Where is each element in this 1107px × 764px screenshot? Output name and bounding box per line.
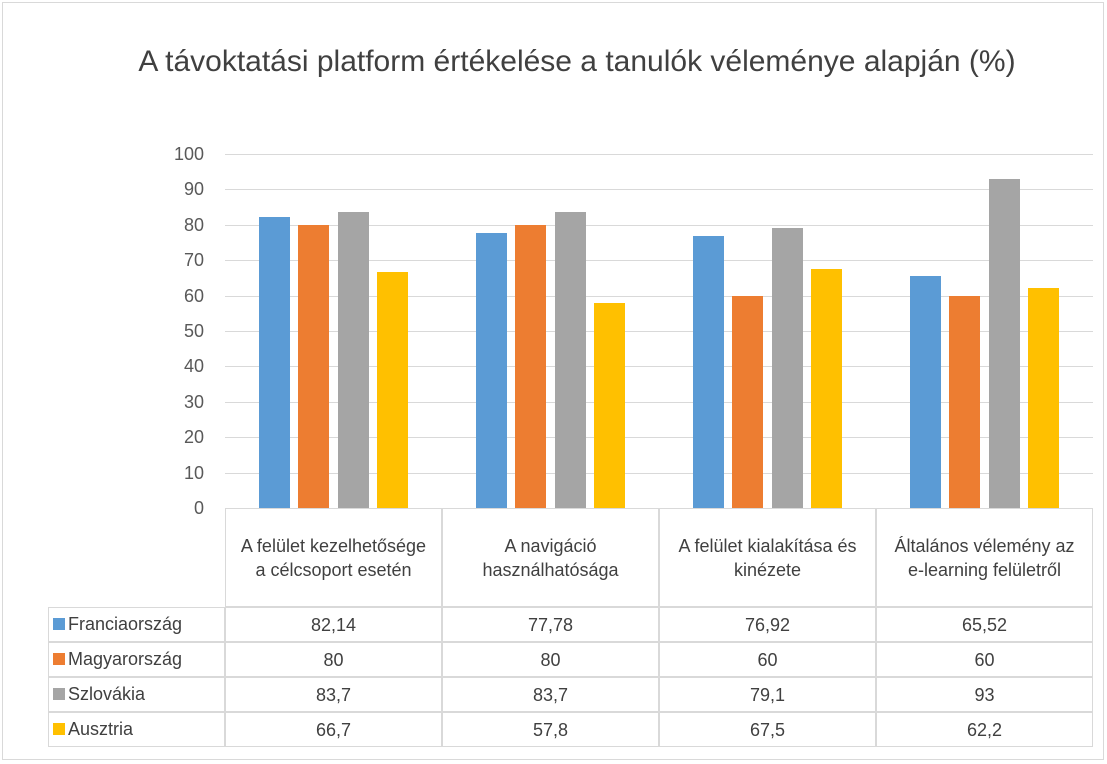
table-cell: 57,8 (442, 712, 659, 747)
table-cell: 67,5 (659, 712, 876, 747)
table-cell: 83,7 (225, 677, 442, 712)
y-tick-label: 30 (183, 391, 204, 412)
bar (594, 303, 626, 508)
table-cell: 79,1 (659, 677, 876, 712)
legend-swatch (53, 653, 65, 665)
bar (298, 224, 330, 508)
table-cell: 76,92 (659, 607, 876, 642)
y-tick-label: 10 (183, 462, 204, 483)
legend-cell (48, 677, 225, 712)
table-cell: 62,2 (876, 712, 1093, 747)
grid-line (225, 331, 1093, 332)
legend-swatch (53, 723, 65, 735)
table-cell: 80 (442, 642, 659, 677)
bar (692, 235, 724, 508)
grid-line (225, 154, 1093, 155)
x-tick-label: A navigáció használhatósága (442, 508, 659, 607)
bar (909, 276, 941, 508)
grid-line (225, 401, 1093, 403)
bar (554, 211, 586, 508)
table-cell: 80 (225, 642, 442, 677)
y-tick-label: 50 (183, 321, 204, 341)
bar (377, 271, 409, 508)
legend-label: Szlovákia (68, 684, 146, 704)
bar (811, 269, 843, 508)
grid-line (225, 224, 1093, 226)
grid-line (225, 437, 1093, 439)
bar (732, 295, 764, 508)
bar (475, 232, 507, 508)
y-tick-label: 100 (173, 144, 204, 164)
x-tick-label: A felület kezelhetősége a célcsoport ese… (225, 508, 442, 607)
y-tick-label: 90 (183, 179, 204, 200)
y-tick-label: 20 (183, 427, 204, 448)
legend-cell (48, 642, 225, 677)
legend-cell (48, 607, 225, 642)
grid-line (225, 366, 1093, 368)
y-tick-label: 80 (183, 214, 204, 235)
bar (258, 217, 290, 508)
bar (771, 227, 803, 508)
table-cell: 65,52 (876, 607, 1093, 642)
bar (988, 178, 1020, 508)
chart-title: A távoktatási platform értékelése a tanu… (138, 45, 1016, 78)
legend-swatch (53, 688, 65, 700)
grid-line (225, 295, 1093, 297)
legend-label: Franciaország (68, 614, 183, 634)
bar (515, 224, 547, 508)
table-cell: 60 (659, 642, 876, 677)
bar (949, 295, 981, 508)
grid-line (225, 472, 1093, 474)
y-tick-label: 0 (193, 498, 204, 518)
legend-label: Ausztria (68, 719, 134, 739)
table-cell: 82,14 (225, 607, 442, 642)
y-tick-label: 60 (183, 285, 204, 306)
legend-swatch (53, 618, 65, 630)
y-tick-label: 70 (183, 250, 204, 271)
y-tick-label: 40 (183, 356, 204, 377)
table-cell: 93 (876, 677, 1093, 712)
table-cell: 83,7 (442, 677, 659, 712)
x-tick-label: Általános vélemény az e-learning felület… (876, 508, 1093, 607)
bar (337, 211, 369, 508)
legend-cell (48, 712, 225, 747)
grid-line (225, 189, 1093, 191)
table-cell: 66,7 (225, 712, 442, 747)
table-cell: 60 (876, 642, 1093, 677)
table-cell: 77,78 (442, 607, 659, 642)
x-tick-label: A felület kialakítása és kinézete (659, 508, 876, 607)
grid-line (225, 260, 1093, 262)
bar (1028, 287, 1060, 508)
legend-label: Magyarország (68, 649, 183, 669)
